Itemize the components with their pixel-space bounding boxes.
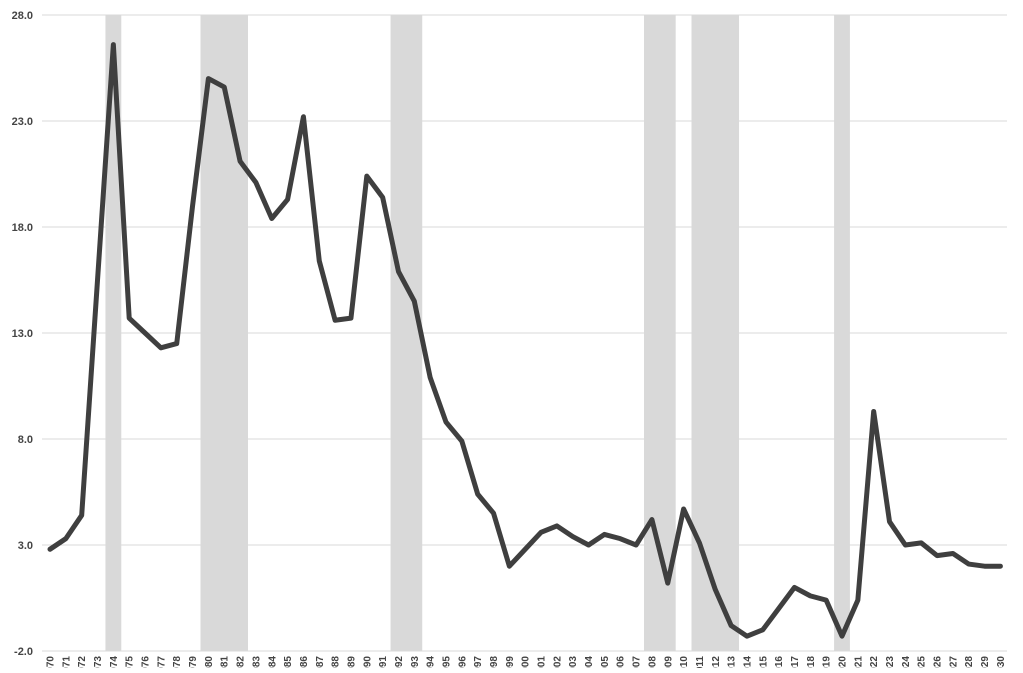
x-tick-label: 2028 [964,656,975,668]
x-tick-label: 2003 [568,656,579,668]
y-tick-label: 13.0 [12,328,33,340]
y-tick-label: 8.0 [18,434,33,446]
series-line-0 [47,42,1003,639]
x-tick-label: 1981 [220,656,231,668]
x-tick-label: 1998 [489,656,500,668]
x-tick-label: 1982 [236,656,247,668]
x-tick-label: 1974 [109,656,120,668]
x-tick-label: 1971 [61,656,72,668]
x-tick-label: 2026 [933,656,944,668]
x-tick-label: 1978 [172,656,183,668]
x-tick-label: 2030 [996,656,1007,668]
x-tick-label: 2008 [647,656,658,668]
x-tick-label: 1987 [315,656,326,668]
x-tick-label: 2014 [742,656,753,668]
x-tick-label: 2020 [838,656,849,668]
x-tick-label: 1991 [378,656,389,668]
x-tick-label: 1972 [77,656,88,668]
y-tick-label: 3.0 [18,540,33,552]
x-tick-label: 2002 [552,656,563,668]
series-lines [47,42,1003,639]
x-axis-tick-labels: 1970 1971 1972 1973 1974 1975 1976 1977 1978 1979… [46,656,1007,673]
x-tick-label: 1988 [331,656,342,668]
x-tick-label: 2019 [822,656,833,668]
x-tick-label: 2021 [853,656,864,668]
x-tick-label: 1992 [394,656,405,668]
x-tick-label: 2018 [806,656,817,668]
x-tick-label: 1993 [410,656,421,668]
y-tick-label: 28.0 [12,10,33,22]
x-tick-label: 1976 [141,656,152,668]
x-tick-label: 2009 [663,656,674,668]
x-tick-label: 2025 [917,656,928,668]
x-tick-label: 1979 [188,656,199,668]
x-tick-label: 1990 [362,656,373,668]
x-tick-label: 2029 [980,656,991,668]
x-tick-label: 1973 [93,656,104,668]
x-tick-label: 1999 [505,656,516,668]
x-tick-label: 2007 [632,656,643,668]
x-tick-label: 1985 [283,656,294,668]
x-tick-label: 2023 [885,656,896,668]
x-tick-label: 2012 [711,656,722,668]
x-tick-label: 1977 [156,656,167,668]
x-tick-label: 1997 [473,656,484,668]
x-tick-label: 1989 [346,656,357,668]
x-tick-label: 1984 [267,656,278,668]
x-tick-label: 1975 [125,656,136,668]
x-tick-label: 2015 [758,656,769,668]
y-tick-label: -2.0 [14,646,33,658]
y-axis-tick-labels: -2.0 3.0 8.0 13.0 18.0 23.0 28.0 [12,10,33,658]
x-tick-label: 2017 [790,656,801,668]
y-tick-label: 18.0 [12,222,33,234]
x-tick-label: 2011 [695,656,706,668]
x-tick-label: 2027 [948,656,959,668]
x-tick-label: 2016 [774,656,785,668]
x-tick-label: 2022 [869,656,880,668]
x-tick-label: 1995 [442,656,453,668]
x-tick-label: 1994 [426,656,437,668]
x-tick-label: 2001 [537,656,548,668]
gridlines [42,14,1007,652]
x-tick-label: 1986 [299,656,310,668]
x-tick-label: 2013 [727,656,738,668]
x-tick-label: 2010 [679,656,690,668]
x-tick-label: 1983 [251,656,262,668]
x-tick-label: 1996 [457,656,468,668]
x-tick-label: 2005 [600,656,611,668]
x-tick-label: 1970 [46,656,57,668]
x-tick-label: 2004 [584,656,595,668]
x-tick-label: 2000 [521,656,532,668]
x-tick-label: 1980 [204,656,215,668]
x-tick-label: 2006 [616,656,627,668]
x-tick-label: 2024 [901,656,912,668]
y-tick-label: 23.0 [12,116,33,128]
